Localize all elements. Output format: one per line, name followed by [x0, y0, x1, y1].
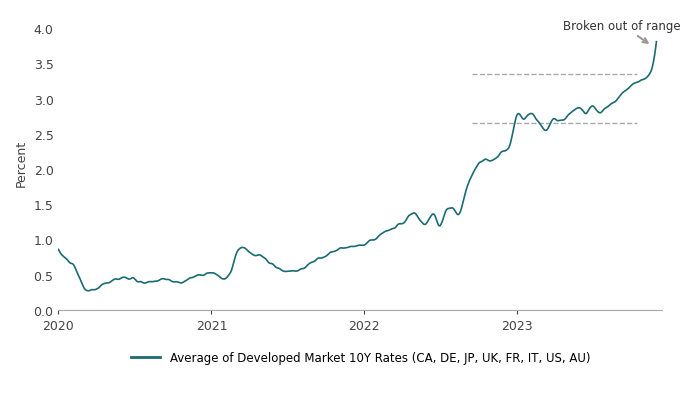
Legend: Average of Developed Market 10Y Rates (CA, DE, JP, UK, FR, IT, US, AU): Average of Developed Market 10Y Rates (C…: [126, 347, 595, 369]
Text: Broken out of range: Broken out of range: [564, 20, 681, 44]
Y-axis label: Percent: Percent: [15, 139, 28, 186]
